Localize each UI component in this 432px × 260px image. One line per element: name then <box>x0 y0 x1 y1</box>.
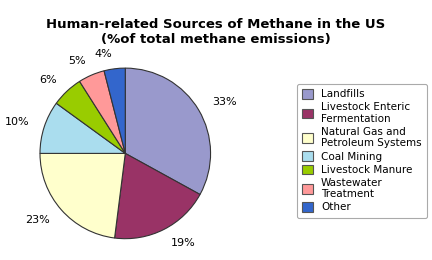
Text: 23%: 23% <box>25 215 50 225</box>
Wedge shape <box>56 81 125 153</box>
Text: 33%: 33% <box>212 97 237 107</box>
Text: 4%: 4% <box>95 49 113 58</box>
Text: 19%: 19% <box>171 238 196 248</box>
Wedge shape <box>40 153 125 238</box>
Wedge shape <box>104 68 125 153</box>
Text: Human-related Sources of Methane in the US
(%of total methane emissions): Human-related Sources of Methane in the … <box>46 18 386 46</box>
Wedge shape <box>40 103 125 153</box>
Wedge shape <box>114 153 200 239</box>
Wedge shape <box>125 68 210 194</box>
Legend: Landfills, Livestock Enteric
Fermentation, Natural Gas and
Petroleum Systems, Co: Landfills, Livestock Enteric Fermentatio… <box>297 84 427 218</box>
Text: 6%: 6% <box>39 75 57 85</box>
Text: 10%: 10% <box>5 117 29 127</box>
Text: 5%: 5% <box>68 56 85 66</box>
Wedge shape <box>79 71 125 153</box>
